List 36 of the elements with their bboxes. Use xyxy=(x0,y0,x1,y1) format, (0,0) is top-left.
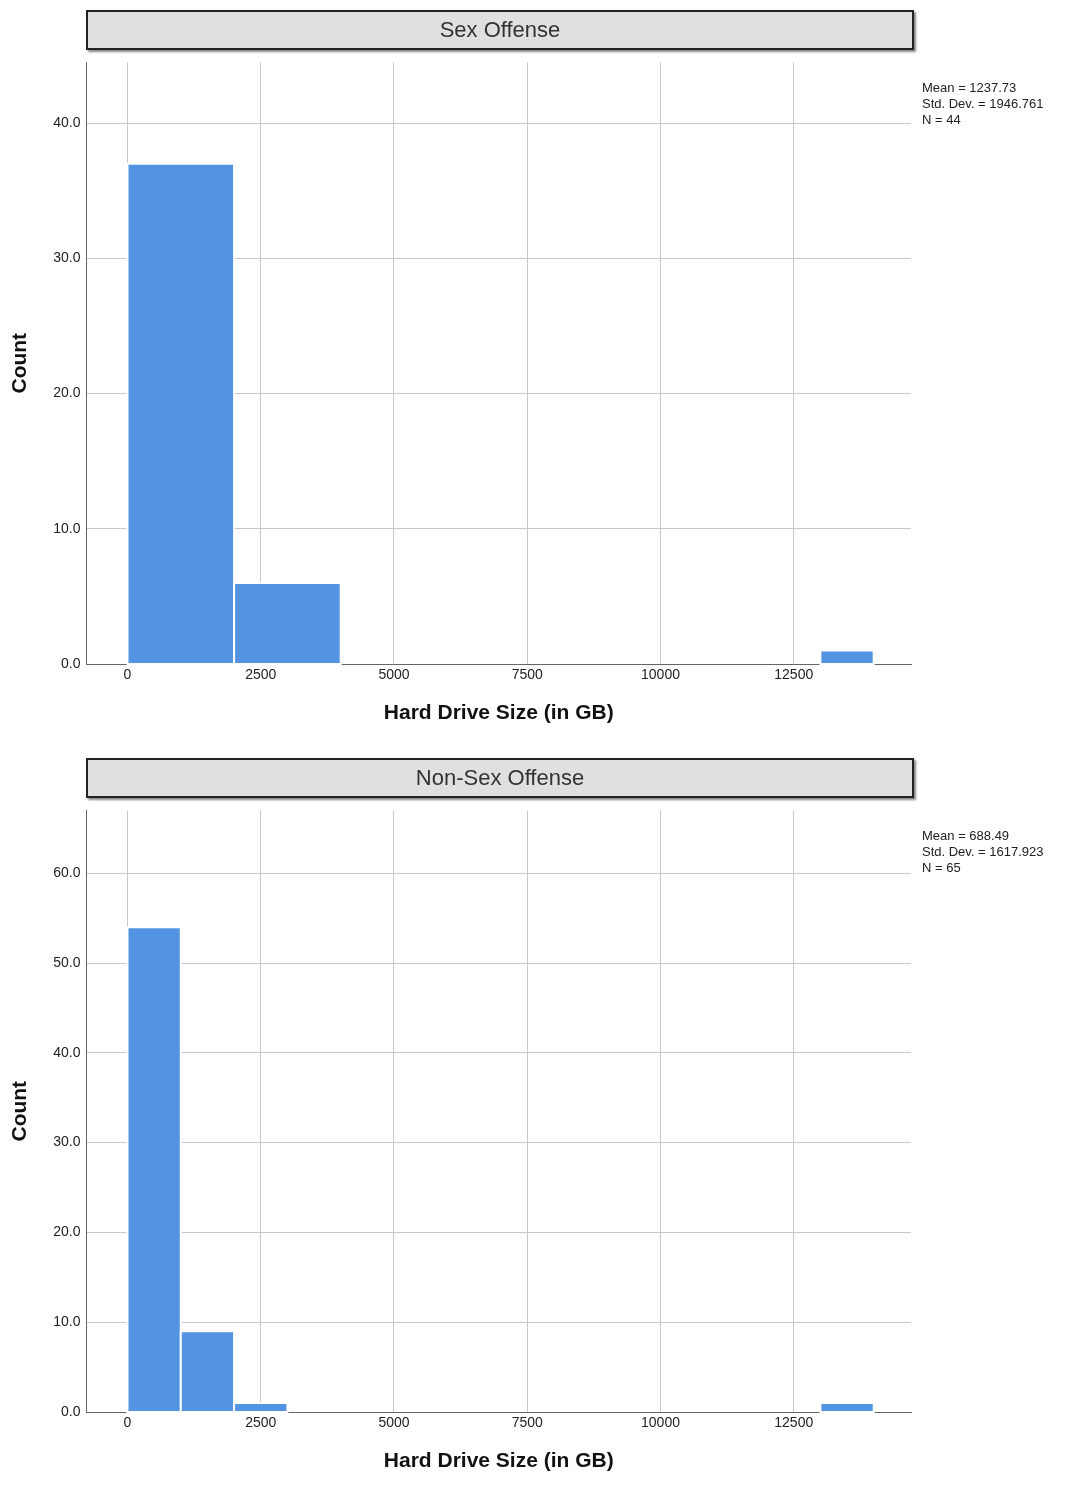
x-tick-label: 2500 xyxy=(245,1414,277,1431)
y-tick-label: 30.0 xyxy=(53,249,81,266)
y-tick-label: 0.0 xyxy=(60,654,81,671)
text: Mean = 1237.73 xyxy=(922,80,1018,96)
chart-title: Sex Offense xyxy=(86,10,914,50)
text: Std. Dev. = 1946.761 xyxy=(922,96,1044,112)
x-tick-label: 2500 xyxy=(245,666,277,683)
x-tick-label: 10000 xyxy=(641,666,681,683)
y-tick-label: 60.0 xyxy=(53,864,81,881)
chart-title: Non-Sex Offense xyxy=(86,758,914,798)
y-tick-label: 50.0 xyxy=(53,953,81,970)
y-tick-label: 20.0 xyxy=(53,1223,81,1240)
x-tick-label: 0 xyxy=(123,1414,132,1431)
x-tick-label: 7500 xyxy=(511,666,544,683)
x-axis-title: Hard Drive Size (in GB) xyxy=(383,700,614,724)
text: N = 44 xyxy=(922,112,962,128)
x-tick-label: 7500 xyxy=(511,1414,544,1431)
text: Std. Dev. = 1617.923 xyxy=(922,844,1044,860)
y-tick-label: 10.0 xyxy=(53,1313,81,1330)
y-axis-title: Count xyxy=(7,332,31,394)
y-tick-label: 10.0 xyxy=(53,519,81,536)
x-tick-label: 5000 xyxy=(378,666,410,683)
text: Mean = 688.49 xyxy=(922,828,1011,844)
x-tick-label: 12500 xyxy=(774,666,814,683)
y-tick-label: 40.0 xyxy=(53,1043,81,1060)
x-tick-label: 10000 xyxy=(641,1414,681,1431)
x-axis-title: Hard Drive Size (in GB) xyxy=(383,1448,614,1472)
y-axis-title: Count xyxy=(7,1080,31,1142)
x-tick-label: 5000 xyxy=(378,1414,410,1431)
y-tick-label: 20.0 xyxy=(53,384,81,401)
x-tick-label: 12500 xyxy=(774,1414,814,1431)
y-tick-label: 0.0 xyxy=(60,1402,81,1419)
text: N = 65 xyxy=(922,860,962,876)
x-tick-label: 0 xyxy=(123,666,132,683)
y-tick-label: 30.0 xyxy=(53,1133,81,1150)
y-tick-label: 40.0 xyxy=(53,114,81,131)
